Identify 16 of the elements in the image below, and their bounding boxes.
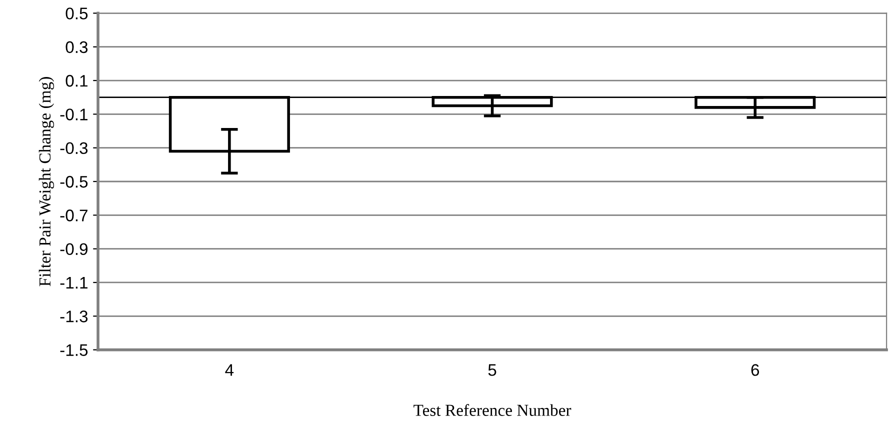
y-tick-label: -0.9 (60, 243, 88, 256)
y-tick-label: -0.5 (60, 176, 88, 188)
y-tick-label: -1.1 (60, 277, 88, 289)
y-tick-label: 0.1 (66, 74, 88, 87)
y-tick-label: -0.1 (60, 108, 88, 120)
x-axis-title: Test Reference Number (414, 404, 572, 416)
y-tick-label: -1.3 (60, 310, 88, 322)
x-tick-label: 4 (225, 364, 234, 376)
y-tick-label: -0.3 (60, 142, 88, 154)
y-tick-label: -1.5 (60, 344, 88, 356)
x-tick-label: 5 (488, 364, 496, 376)
y-tick-label: -0.7 (60, 210, 88, 222)
x-tick-label: 6 (751, 364, 760, 376)
y-tick-label: 0.5 (66, 8, 88, 20)
y-tick-label: 0.3 (66, 41, 88, 54)
y-axis-title: Filter Pair Weight Change (mg) (38, 77, 54, 286)
